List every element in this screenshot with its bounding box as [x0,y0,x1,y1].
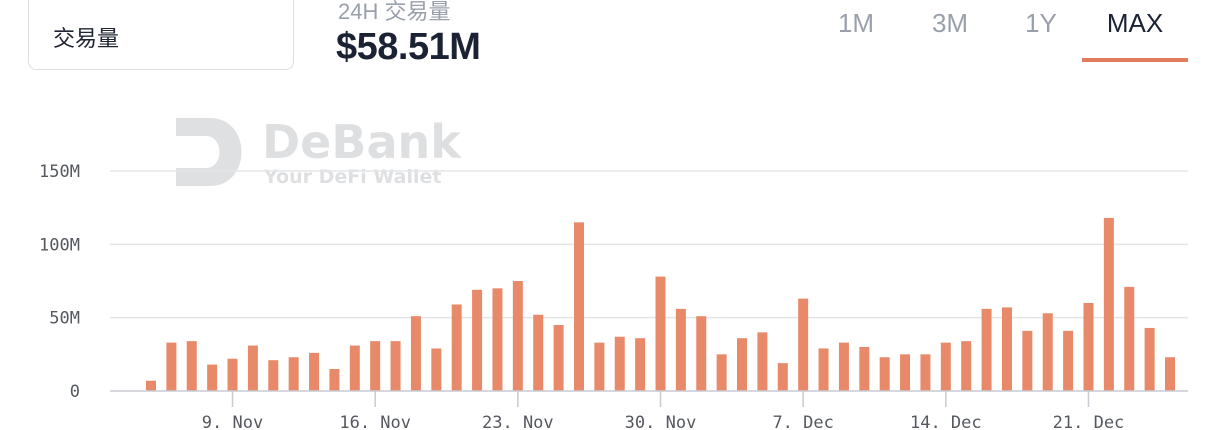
volume-bar[interactable] [675,308,686,391]
volume-value: $58.51M [336,26,481,68]
volume-bar[interactable] [1001,307,1012,391]
volume-bar[interactable] [1063,330,1074,391]
volume-bar[interactable] [655,276,666,391]
volume-bar[interactable] [1103,217,1114,391]
volume-bar[interactable] [410,316,421,391]
debank-logo-icon [176,118,242,186]
tab-3m[interactable]: 3M [931,8,969,38]
metric-dropdown-label: 交易量 [53,26,120,51]
volume-bar[interactable] [1042,313,1053,391]
volume-bar[interactable] [1124,286,1135,391]
volume-bar[interactable] [288,357,299,391]
y-tick-label: 100M [39,235,80,255]
volume-bar[interactable] [207,364,218,391]
watermark-tagline: Your DeFi Wallet [263,166,441,188]
tab-1m[interactable]: 1M [837,8,875,38]
volume-bar[interactable] [920,354,931,391]
volume-bar[interactable] [390,341,401,391]
volume-bar[interactable] [309,352,320,391]
volume-bar[interactable] [859,347,870,391]
volume-bar[interactable] [186,341,197,391]
volume-bar[interactable] [940,342,951,391]
debank-watermark: DeBank Your DeFi Wallet [176,115,462,188]
tab-max[interactable]: MAX [1082,0,1188,62]
y-tick-label: 50M [49,309,80,329]
volume-bar[interactable] [981,308,992,391]
metric-dropdown[interactable]: 交易量 [28,0,294,70]
volume-bar[interactable] [838,342,849,391]
x-tick-label: 14. Dec [910,413,982,430]
volume-bar[interactable] [798,298,809,391]
volume-bar[interactable] [533,314,544,391]
volume-bar[interactable] [268,360,279,391]
x-tick-label: 9. Nov [202,413,263,430]
volume-bar[interactable] [247,345,258,391]
volume-bar[interactable] [472,289,483,391]
y-tick-label: 150M [39,162,80,182]
volume-bar[interactable] [512,281,523,391]
volume-bar[interactable] [716,354,727,391]
y-tick-label: 0 [70,382,80,402]
volume-bar[interactable] [777,363,788,391]
volume-bar[interactable] [900,354,911,391]
volume-bar[interactable] [961,341,972,391]
volume-bar[interactable] [146,380,156,391]
range-tabs: 1M 3M 1Y MAX [812,0,1188,62]
x-tick-label: 7. Dec [772,413,833,430]
volume-bar[interactable] [594,342,605,391]
volume-bar[interactable] [451,304,462,391]
tab-1y[interactable]: 1Y [1025,8,1057,38]
volume-bar[interactable] [1083,303,1094,391]
volume-bar[interactable] [818,348,829,391]
volume-bar[interactable] [431,348,442,391]
volume-bar[interactable] [492,288,503,391]
volume-bar[interactable] [1144,327,1155,391]
volume-bar[interactable] [879,357,890,391]
volume-bar[interactable] [737,338,748,391]
volume-bar[interactable] [635,338,646,391]
volume-bar[interactable] [1165,357,1175,391]
volume-bar[interactable] [614,336,625,391]
volume-bar[interactable] [696,316,707,391]
watermark-brand: DeBank [262,115,462,169]
volume-bar[interactable] [370,341,381,391]
x-tick-label: 30. Nov [625,413,697,430]
volume-bar[interactable] [1022,330,1033,391]
volume-bar[interactable] [573,222,584,391]
volume-bar[interactable] [329,369,340,391]
x-tick-label: 21. Dec [1053,413,1125,430]
volume-caption: 24H 交易量 [338,0,451,24]
volume-bar[interactable] [227,358,238,391]
volume-bar[interactable] [166,342,177,391]
volume-bar[interactable] [757,332,768,391]
x-tick-label: 16. Nov [339,413,411,430]
volume-bar[interactable] [349,345,360,391]
volume-bar[interactable] [553,325,564,391]
x-tick-label: 23. Nov [482,413,554,430]
